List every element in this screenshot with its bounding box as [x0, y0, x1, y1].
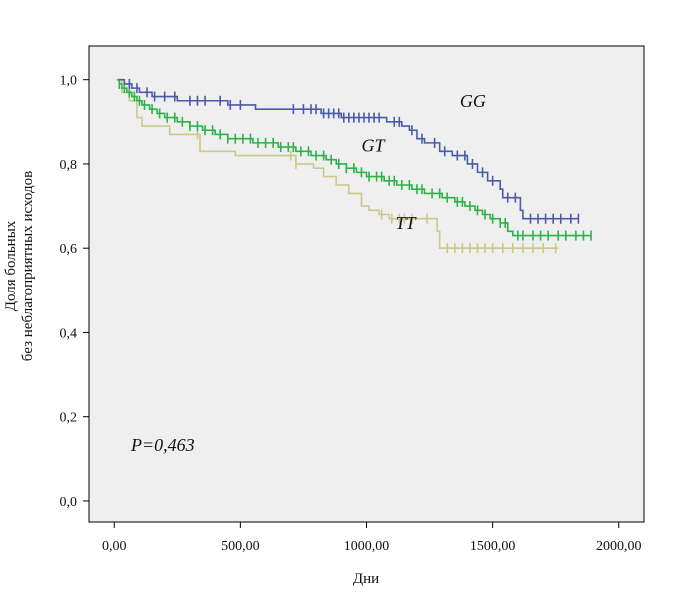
plot-background	[88, 45, 645, 523]
y-tick-label: 0,6	[60, 242, 78, 257]
series-tt	[118, 78, 559, 254]
x-tick-label: 1500,00	[470, 539, 516, 554]
y-axis-title: Доля больных без неблагоприятных исходов	[3, 171, 36, 361]
x-tick-label: 2000,00	[596, 539, 642, 554]
x-tick-label: 500,00	[221, 539, 260, 554]
y-tick-label: 0,4	[60, 326, 78, 341]
series-gt	[116, 78, 592, 241]
series-label-gt: GT	[361, 135, 386, 155]
x-tick-label: 1000,00	[344, 539, 390, 554]
series-label-layer: GG GT TT	[361, 91, 485, 233]
series-layer	[116, 78, 592, 254]
survival-curve-gg	[119, 78, 579, 220]
y-tick-label: 0,2	[60, 411, 78, 426]
survival-curve-tt	[118, 78, 559, 249]
series-label-tt: TT	[396, 213, 418, 233]
x-axis: 0,00 500,00 1000,00 1500,00 2000,00	[102, 522, 642, 554]
series-gg	[119, 78, 580, 224]
y-tick-label: 1,0	[60, 74, 78, 89]
y-tick-label: 0,0	[60, 495, 78, 510]
y-tick-label: 0,8	[60, 158, 78, 173]
x-axis-title: Дни	[353, 571, 379, 587]
x-tick-label: 0,00	[102, 539, 127, 554]
y-axis-title-line-2: без неблагоприятных исходов	[20, 171, 36, 361]
y-axis: 0,0 0,2 0,4 0,6 0,8 1,0	[60, 74, 89, 510]
survival-curve-gt	[116, 78, 592, 237]
y-axis-title-line-1: Доля больных	[3, 220, 19, 311]
series-label-gg: GG	[460, 91, 486, 111]
p-value-annotation: P=0,463	[130, 435, 195, 455]
